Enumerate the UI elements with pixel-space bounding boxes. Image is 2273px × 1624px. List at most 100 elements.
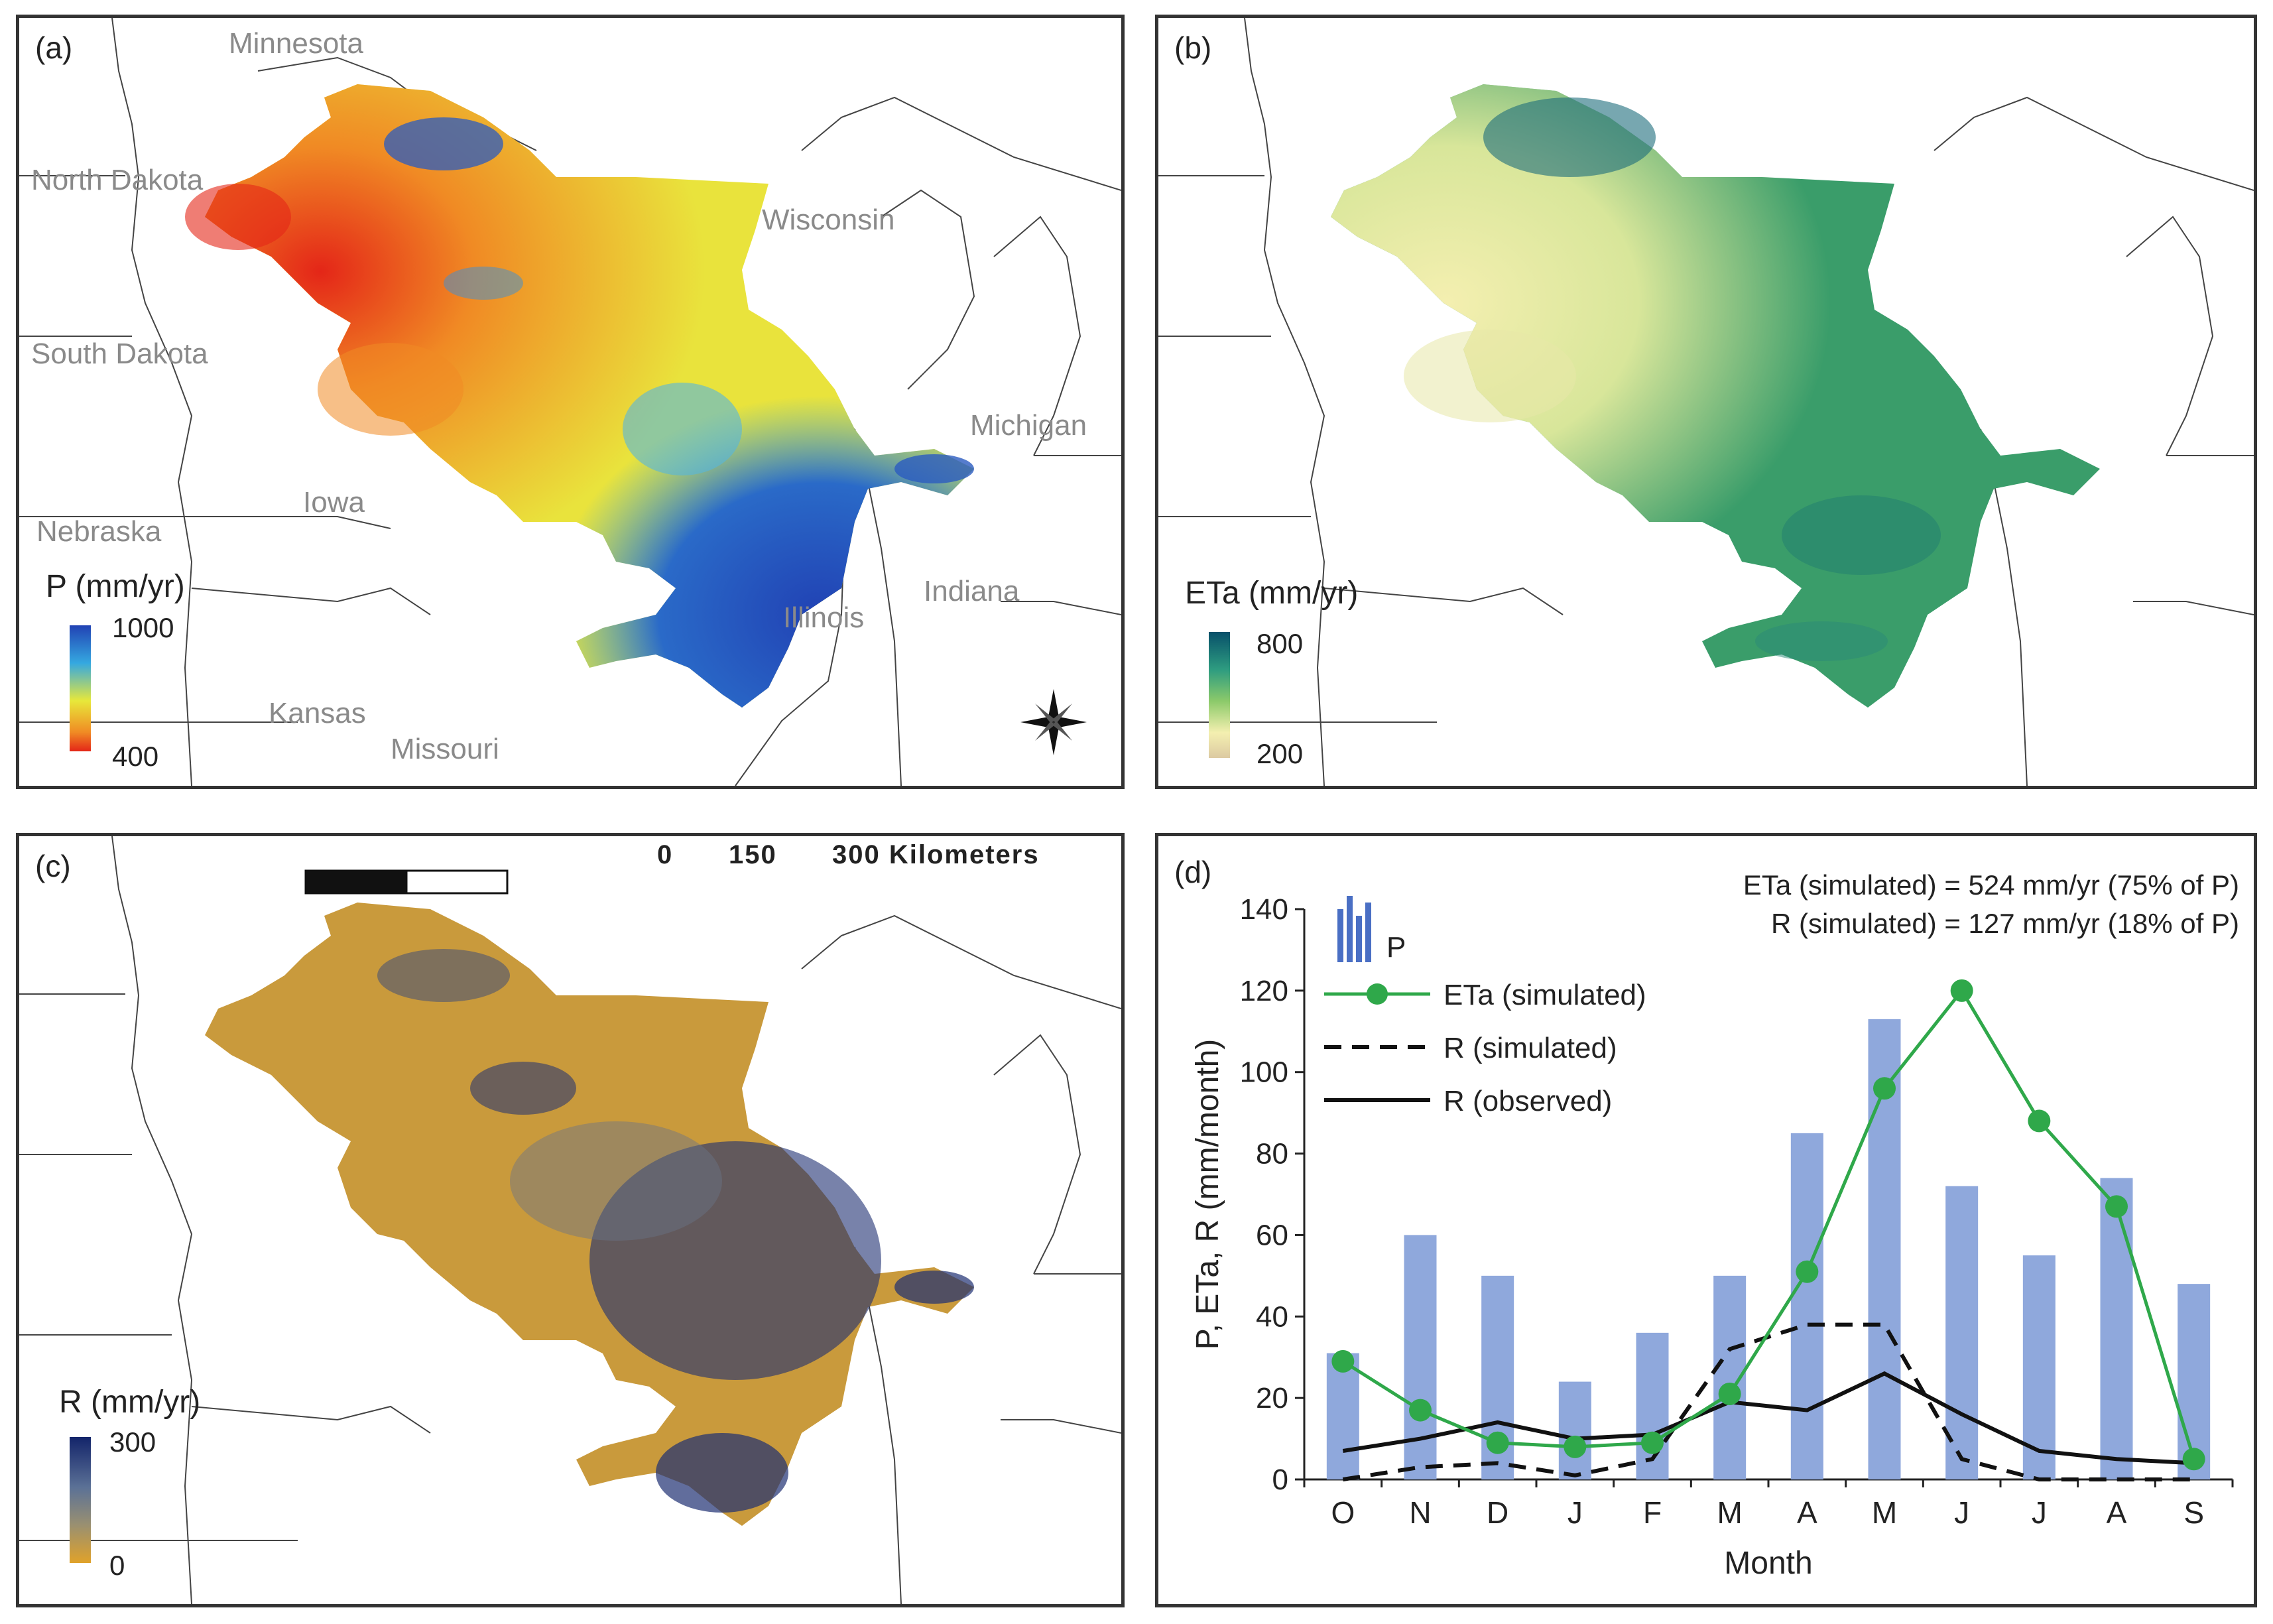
eta-marker [1331, 1349, 1355, 1373]
legend-min-eta: 200 [1257, 738, 1304, 769]
eta-marker [2105, 1195, 2128, 1218]
x-tick-label: M [1872, 1495, 1897, 1530]
state-nebraska: Nebraska [36, 515, 162, 548]
panel-c-runoff-map: (c) 0 150 300 Kilometers R (mm/yr) 300 0 [16, 833, 1125, 1607]
eta-marker [2028, 1109, 2051, 1133]
basin-runoff-fill [205, 903, 974, 1526]
legend-max-eta: 800 [1257, 628, 1304, 659]
state-boundaries-b [1158, 18, 2254, 786]
p-bar [1636, 1332, 1669, 1479]
state-minnesota: Minnesota [229, 27, 364, 60]
eta-marker [1718, 1383, 1741, 1405]
legend-rsim-label: R (simulated) [1444, 1032, 1617, 1064]
y-tick-label: 120 [1240, 975, 1288, 1007]
y-tick-label: 60 [1256, 1219, 1288, 1251]
r-observed-line [1342, 1371, 2194, 1466]
scale-tick-300-km: 300 Kilometers [832, 840, 1040, 869]
legend-bar-eta [1209, 632, 1230, 758]
state-iowa: Iowa [303, 486, 365, 519]
p-bar [1558, 1381, 1591, 1479]
annotation-r: R (simulated) = 127 mm/yr (18% of P) [1771, 908, 2239, 939]
state-indiana: Indiana [924, 575, 1020, 607]
annotation-eta: ETa (simulated) = 524 mm/yr (75% of P) [1743, 869, 2239, 901]
state-south-dakota: South Dakota [31, 338, 208, 370]
eta-marker [1950, 979, 1973, 1002]
x-tick-label: J [2032, 1495, 2047, 1530]
state-michigan: Michigan [970, 409, 1087, 442]
state-kansas: Kansas [269, 697, 366, 729]
map-a-svg [19, 18, 1121, 786]
eta-marker [1409, 1399, 1432, 1422]
p-bar [1326, 1353, 1359, 1479]
legend-p-bar-icon [1365, 903, 1371, 962]
legend-p-bar-icon [1347, 896, 1353, 962]
state-wisconsin: Wisconsin [762, 204, 895, 236]
legend-max-r: 300 [109, 1426, 156, 1458]
panel-a-label: (a) [35, 31, 73, 65]
y-axis-title: P, ETa, R (mm/month) [1190, 1039, 1225, 1350]
scale-tick-150: 150 [729, 840, 777, 869]
scale-bar [304, 869, 509, 895]
legend-p-label: P [1386, 931, 1406, 964]
panel-c-label: (c) [35, 849, 71, 883]
eta-marker [2182, 1448, 2205, 1471]
y-tick-label: 20 [1256, 1382, 1288, 1414]
y-tick-label: 140 [1240, 893, 1288, 926]
eta-marker [1486, 1431, 1509, 1454]
p-bar [1790, 1133, 1823, 1479]
x-tick-label: A [1797, 1495, 1817, 1530]
panel-d-chart: 0 20 40 60 80 100 120 140 O N D J F M A M J J A S Month P, ET… [1155, 833, 2257, 1607]
x-tick-label: M [1717, 1495, 1743, 1530]
map-b-svg [1158, 18, 2254, 786]
y-tick-label: 100 [1240, 1056, 1288, 1089]
panel-d-label: (d) [1174, 855, 1211, 889]
eta-marker [1564, 1435, 1587, 1458]
x-axis-title: Month [1724, 1546, 1812, 1581]
p-bar [2100, 1178, 2133, 1479]
x-tick-label: N [1409, 1495, 1431, 1530]
legend-title-eta: ETa (mm/yr) [1185, 576, 1359, 611]
state-boundaries-c [19, 836, 1121, 1604]
eta-marker [1796, 1260, 1819, 1283]
y-tick-label: 80 [1256, 1138, 1288, 1170]
legend-max-p: 1000 [112, 612, 174, 643]
panel-a-precipitation-map: (a) Minnesota North Dakota South Dakota … [16, 15, 1125, 789]
basin-eta-fill [1331, 84, 2100, 708]
legend-eta-marker [1367, 983, 1388, 1005]
legend-title-r: R (mm/yr) [59, 1385, 201, 1420]
legend-title-p: P (mm/yr) [46, 569, 185, 604]
legend-eta-label: ETa (simulated) [1444, 979, 1646, 1011]
eta-marker [1641, 1431, 1664, 1454]
legend-min-r: 0 [109, 1550, 125, 1581]
compass-rose-icon [1020, 689, 1087, 755]
r-simulated-line [1342, 1322, 2194, 1481]
x-tick-label: J [1954, 1495, 1969, 1530]
map-c-svg [19, 836, 1121, 1604]
panel-b-label: (b) [1174, 31, 1212, 65]
panel-b-eta-map: (b) ETa (mm/yr) 800 200 [1155, 15, 2257, 789]
y-tick-label: 40 [1256, 1300, 1288, 1333]
legend-bar-p [70, 625, 91, 751]
x-tick-label: S [2183, 1495, 2204, 1530]
state-illinois: Illinois [783, 601, 865, 634]
x-tick-label: J [1567, 1495, 1583, 1530]
p-bar [2178, 1284, 2211, 1479]
scale-tick-0: 0 [657, 840, 674, 869]
state-north-dakota: North Dakota [31, 164, 204, 196]
eta-marker [1873, 1077, 1896, 1100]
p-bar [1945, 1186, 1979, 1479]
p-bar [2022, 1255, 2056, 1479]
p-bar [1404, 1235, 1437, 1479]
legend-min-p: 400 [112, 741, 159, 772]
legend-p-bar-icon [1356, 916, 1362, 962]
legend-p-bar-icon [1337, 909, 1343, 962]
x-tick-label: F [1643, 1495, 1662, 1530]
x-tick-label: A [2107, 1495, 2127, 1530]
state-boundaries-a [19, 18, 1121, 786]
y-tick-label: 0 [1272, 1464, 1288, 1496]
x-tick-label: O [1331, 1495, 1355, 1530]
legend-robs-label: R (observed) [1444, 1085, 1612, 1117]
legend-bar-r [70, 1437, 91, 1563]
eta-simulated-line [1341, 987, 2196, 1460]
monthly-chart-svg: 0 20 40 60 80 100 120 140 O N D J F M A M J J A S Month P, ET… [1174, 855, 2239, 1581]
